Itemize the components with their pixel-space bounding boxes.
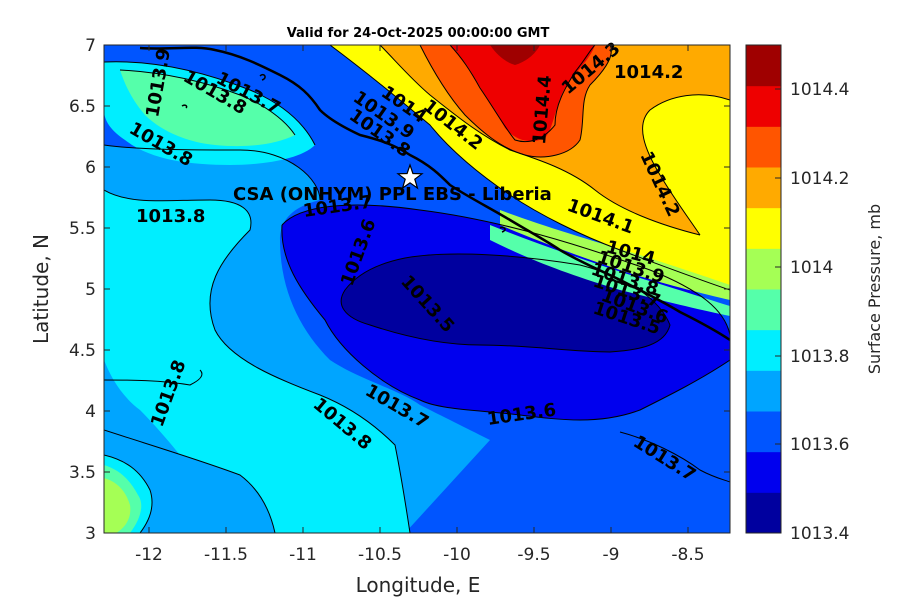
band-1014-45 <box>490 45 540 65</box>
y-tick-label: 3.5 <box>69 463 96 483</box>
colorbar-swatch <box>746 126 781 168</box>
coastline <box>139 46 730 342</box>
colorbar-tick-label: 1013.4 <box>790 524 849 544</box>
colorbar-swatch <box>746 370 781 412</box>
y-tick-label: 6 <box>85 158 96 178</box>
contour-lines <box>104 45 730 533</box>
x-tick-label: -11.5 <box>204 545 248 565</box>
colorbar-swatch <box>746 411 781 453</box>
colorbar-swatch <box>746 329 781 371</box>
band-1014-05-sw <box>104 478 131 533</box>
x-axis: -12 -11.5 -11 -10.5 -10 -9.5 -9 -8.5 Lon… <box>135 45 705 597</box>
map-title: Valid for 24-Oct-2025 00:00:00 GMT <box>287 26 550 41</box>
colorbar-swatch <box>746 45 781 87</box>
colorbar-swatch <box>746 492 781 534</box>
x-tick-label: -10.5 <box>358 545 402 565</box>
band-1013-8-core <box>104 190 410 533</box>
colorbar-swatch <box>746 85 781 127</box>
colorbar-swatches <box>746 45 781 534</box>
colorbar-tick-label: 1014.2 <box>790 169 849 189</box>
y-axis-label: Latitude, N <box>29 234 53 344</box>
y-tick-label: 5 <box>85 280 96 300</box>
colorbar-swatch <box>746 289 781 331</box>
x-tick-label: -12 <box>135 545 163 565</box>
y-tick-label: 7 <box>85 36 96 56</box>
coastline-detail <box>181 73 506 233</box>
y-tick-label: 5.5 <box>69 219 96 239</box>
band-1014-4 <box>450 45 595 142</box>
x-axis-label: Longitude, E <box>356 573 481 597</box>
y-tick-label: 6.5 <box>69 97 96 117</box>
x-tick-label: -11 <box>289 545 317 565</box>
band-1013-9-coast <box>490 225 730 316</box>
y-tick-label: 3 <box>85 524 96 544</box>
contour-label: 1013.8 <box>136 206 205 227</box>
colorbar-swatch <box>746 207 781 249</box>
band-1014-0 <box>500 210 730 300</box>
colorbar-swatch <box>746 451 781 493</box>
x-tick-label: -10 <box>443 545 471 565</box>
colorbar-tick-label: 1014 <box>790 258 833 278</box>
band-1013-9-nw <box>120 70 295 147</box>
site-label: CSA (ONHYM) PPL EBS - Liberia <box>233 184 552 205</box>
y-tick-label: 4 <box>85 402 96 422</box>
colorbar: 1013.4 1013.6 1013.8 1014 1014.2 1014.4 … <box>745 44 884 544</box>
colorbar-tick-label: 1014.4 <box>790 80 849 100</box>
colorbar-frame <box>745 44 782 534</box>
star-marker-icon <box>396 163 424 190</box>
colorbar-tick-label: 1013.6 <box>790 435 849 455</box>
contour-label: 1014.2 <box>614 62 683 83</box>
y-tick-label: 4.5 <box>69 341 96 361</box>
x-tick-label: -8.5 <box>671 545 704 565</box>
colorbar-tick-label: 1013.8 <box>790 347 849 367</box>
colorbar-swatch <box>746 248 781 290</box>
colorbar-swatch <box>746 167 781 209</box>
y-axis: 3 3.5 4 4.5 5 5.5 6 6.5 7 Latitude, N <box>29 36 730 544</box>
contour-field <box>104 45 730 533</box>
x-tick-label: -9.5 <box>517 545 550 565</box>
colorbar-label: Surface Pressure, mb <box>865 204 884 374</box>
x-tick-label: -9 <box>603 545 620 565</box>
